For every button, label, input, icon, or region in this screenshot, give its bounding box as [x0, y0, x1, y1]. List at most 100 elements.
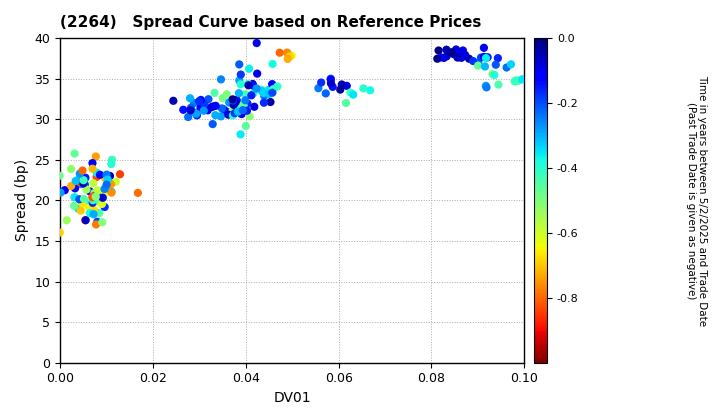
Point	[271, 83, 283, 90]
Point	[185, 107, 197, 114]
Point	[325, 76, 336, 83]
Point	[264, 91, 275, 97]
Point	[74, 179, 86, 186]
Point	[91, 192, 102, 198]
Point	[188, 100, 199, 106]
Point	[99, 186, 110, 192]
Point	[238, 102, 249, 109]
Point	[216, 105, 228, 112]
Point	[489, 71, 500, 78]
Point	[475, 54, 487, 61]
Point	[54, 229, 66, 236]
Point	[90, 221, 102, 228]
Point	[282, 55, 294, 62]
Point	[75, 207, 86, 214]
Point	[61, 217, 73, 224]
Point	[101, 186, 112, 192]
Point	[194, 98, 205, 105]
Point	[74, 170, 86, 177]
Point	[202, 96, 214, 102]
Point	[101, 171, 112, 178]
Point	[94, 196, 106, 203]
Point	[453, 54, 464, 60]
Point	[230, 98, 241, 105]
Point	[231, 97, 243, 103]
Point	[77, 167, 89, 174]
Point	[106, 189, 117, 196]
Point	[478, 54, 490, 60]
Point	[480, 55, 492, 61]
Point	[91, 191, 102, 198]
Point	[191, 110, 202, 117]
Point	[286, 52, 297, 59]
Point	[490, 61, 502, 68]
Point	[104, 173, 116, 179]
Point	[336, 81, 348, 88]
Point	[207, 103, 219, 110]
Point	[107, 156, 118, 163]
Point	[106, 189, 117, 195]
Point	[433, 47, 444, 54]
Point	[76, 181, 87, 187]
Point	[185, 105, 197, 111]
Point	[88, 207, 99, 213]
Point	[101, 181, 112, 188]
Point	[178, 106, 189, 113]
Point	[251, 40, 263, 47]
Point	[199, 100, 210, 107]
Point	[78, 180, 89, 187]
Point	[266, 89, 278, 96]
Point	[480, 63, 491, 70]
Point	[478, 45, 490, 51]
Point	[106, 161, 117, 168]
Point	[76, 200, 88, 207]
Point	[102, 176, 113, 183]
Point	[482, 54, 493, 60]
Point	[207, 121, 218, 127]
Point	[258, 89, 269, 96]
Point	[236, 111, 248, 118]
Point	[240, 91, 251, 98]
Point	[509, 78, 521, 85]
Point	[228, 102, 240, 108]
Point	[320, 90, 331, 97]
Point	[443, 49, 454, 56]
Point	[69, 185, 81, 192]
Point	[268, 86, 279, 93]
Point	[241, 108, 253, 114]
Point	[227, 107, 238, 114]
Point	[472, 62, 484, 69]
Point	[251, 85, 262, 92]
Point	[86, 165, 98, 172]
Point	[89, 192, 100, 199]
Point	[66, 183, 77, 189]
Point	[132, 189, 143, 196]
Point	[454, 50, 465, 57]
Point	[81, 186, 92, 193]
Point	[209, 89, 220, 96]
Point	[480, 82, 492, 89]
Point	[242, 81, 253, 87]
Point	[341, 100, 352, 106]
Point	[228, 112, 239, 119]
Point	[492, 81, 504, 88]
Point	[69, 150, 81, 157]
Point	[348, 91, 359, 98]
Point	[79, 181, 91, 188]
Point	[265, 99, 276, 105]
Point	[59, 187, 71, 194]
Point	[448, 51, 459, 58]
Point	[248, 90, 259, 97]
Point	[88, 211, 99, 218]
Point	[202, 107, 213, 114]
Point	[364, 87, 376, 94]
Point	[435, 54, 446, 61]
Point	[84, 188, 96, 195]
Point	[451, 54, 463, 61]
Point	[224, 99, 235, 106]
Y-axis label: Time in years between 5/2/2025 and Trade Date
(Past Trade Date is given as negat: Time in years between 5/2/2025 and Trade…	[685, 75, 707, 326]
Point	[229, 110, 240, 116]
Point	[105, 181, 117, 187]
Point	[240, 97, 251, 104]
Point	[358, 85, 369, 92]
